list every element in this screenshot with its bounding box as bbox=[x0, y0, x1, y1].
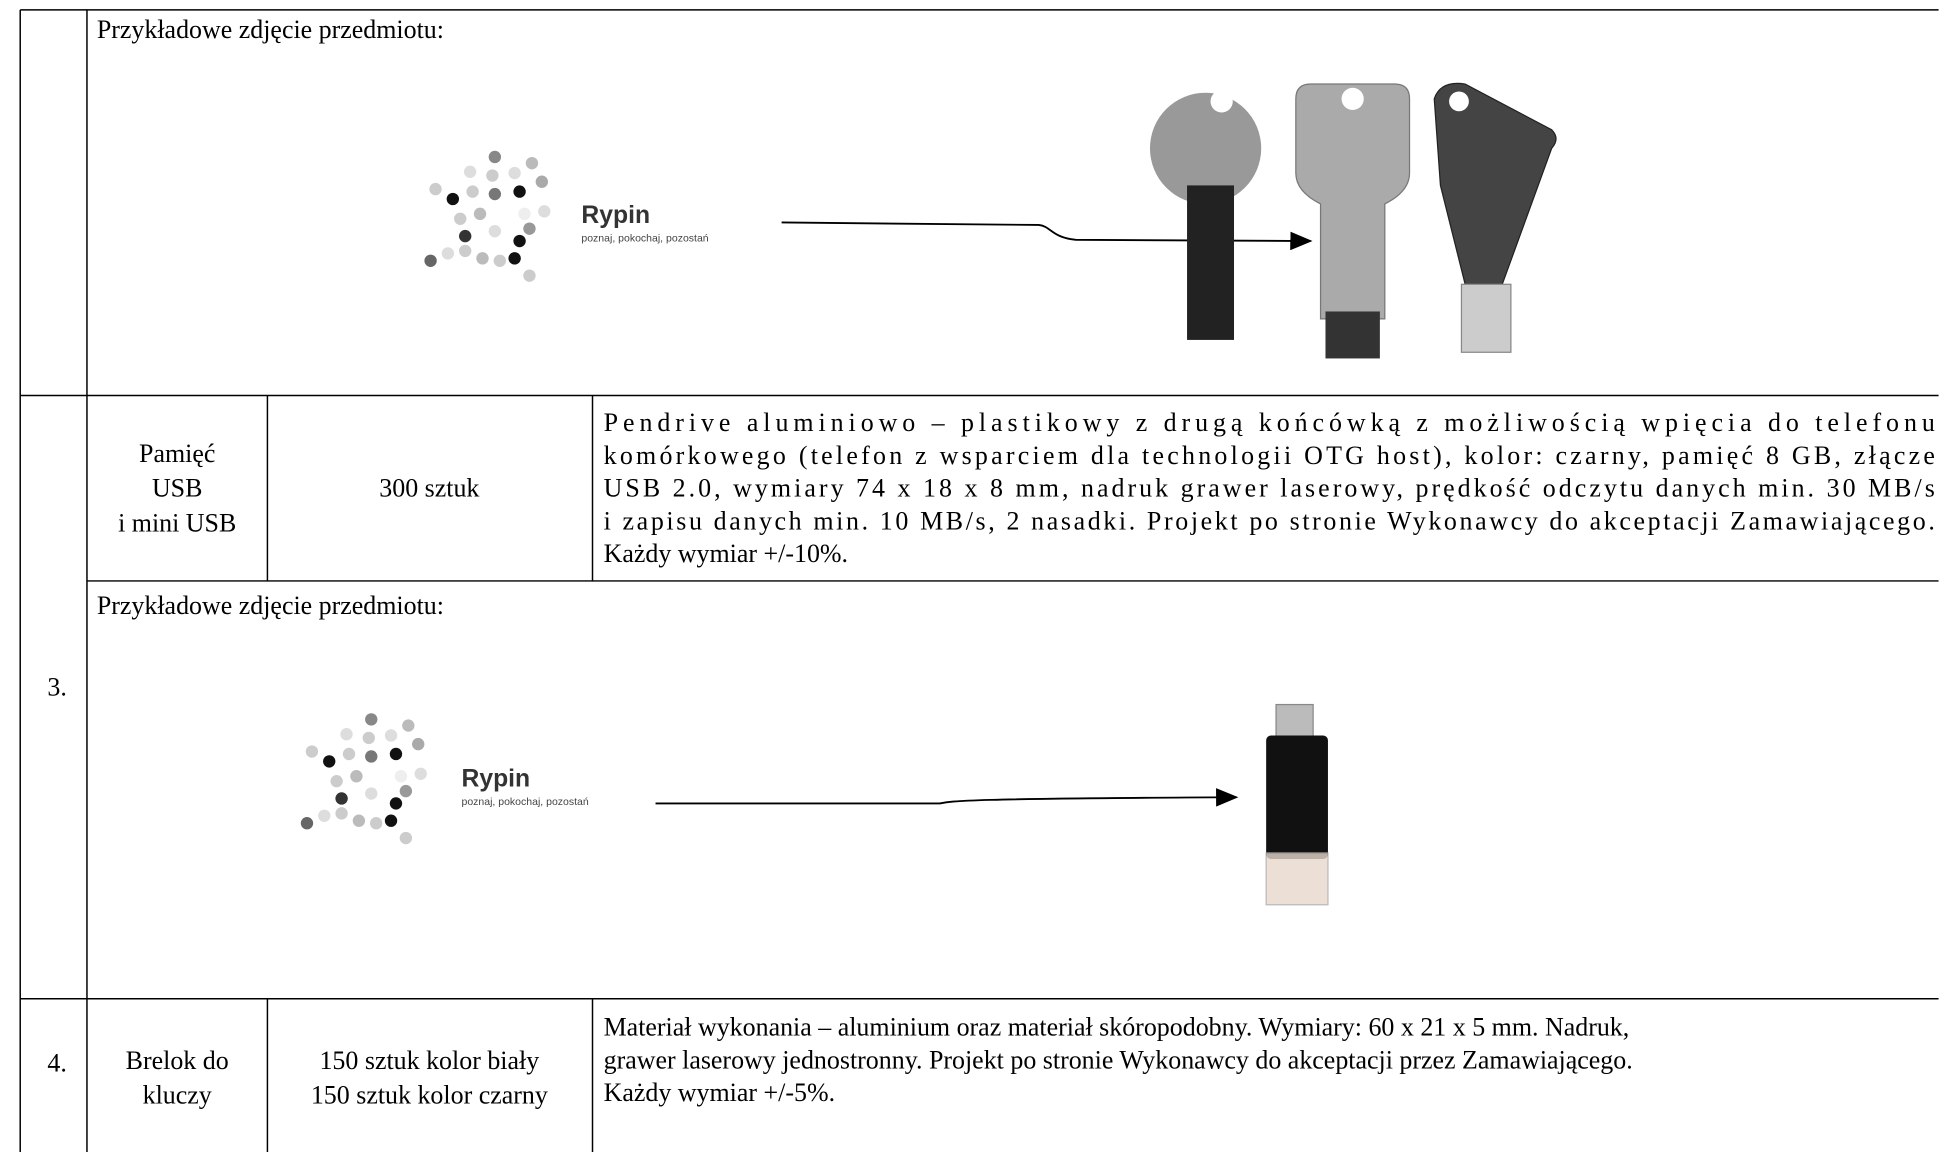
item-name: USB bbox=[152, 474, 202, 503]
photo-caption: Przykładowe zdjęcie przedmiotu: bbox=[97, 591, 444, 620]
item-name: i mini USB bbox=[118, 508, 236, 537]
row-number: 3. bbox=[47, 673, 66, 702]
photo-caption: Przykładowe zdjęcie przedmiotu: bbox=[97, 15, 444, 44]
item-name: Pamięć bbox=[139, 439, 215, 468]
description-line: Materiał wykonania – aluminium oraz mate… bbox=[604, 1013, 1630, 1042]
item-name: Brelok do bbox=[126, 1046, 229, 1075]
item-name: kluczy bbox=[143, 1081, 212, 1110]
product-photo bbox=[1149, 82, 1557, 359]
logo-tagline: poznaj, pokochaj, pozostań bbox=[461, 796, 588, 808]
logo: Rypin poznaj, pokochaj, pozostań bbox=[424, 150, 709, 282]
quantity: 300 sztuk bbox=[379, 474, 479, 503]
logo-name: Rypin bbox=[581, 202, 650, 229]
description-line: Każdy wymiar +/-5%. bbox=[604, 1078, 835, 1107]
logo-name: Rypin bbox=[461, 765, 530, 792]
description-line: Każdy wymiar +/-10%. bbox=[604, 539, 848, 568]
table-grid bbox=[19, 9, 1939, 1152]
arrow bbox=[781, 221, 1313, 251]
description-line: komórkowego (telefon z wsparciem dla tec… bbox=[604, 441, 1935, 470]
description-line: USB 2.0, wymiary 74 x 18 x 8 mm, nadruk … bbox=[604, 474, 1935, 503]
quantity: 150 sztuk kolor czarny bbox=[311, 1081, 548, 1110]
logo: Rypin poznaj, pokochaj, pozostań bbox=[300, 713, 589, 845]
description-line: i zapisu danych min. 10 MB/s, 2 nasadki.… bbox=[604, 506, 1935, 535]
product-photo bbox=[1265, 703, 1329, 906]
description-line: Pendrive aluminiowo – plastikowy z drugą… bbox=[604, 408, 1935, 437]
arrow bbox=[655, 788, 1239, 807]
logo-tagline: poznaj, pokochaj, pozostań bbox=[581, 232, 708, 244]
row-number: 4. bbox=[47, 1048, 66, 1077]
quantity: 150 sztuk kolor biały bbox=[319, 1046, 539, 1075]
description-line: grawer laserowy jednostronny. Projekt po… bbox=[604, 1045, 1633, 1074]
